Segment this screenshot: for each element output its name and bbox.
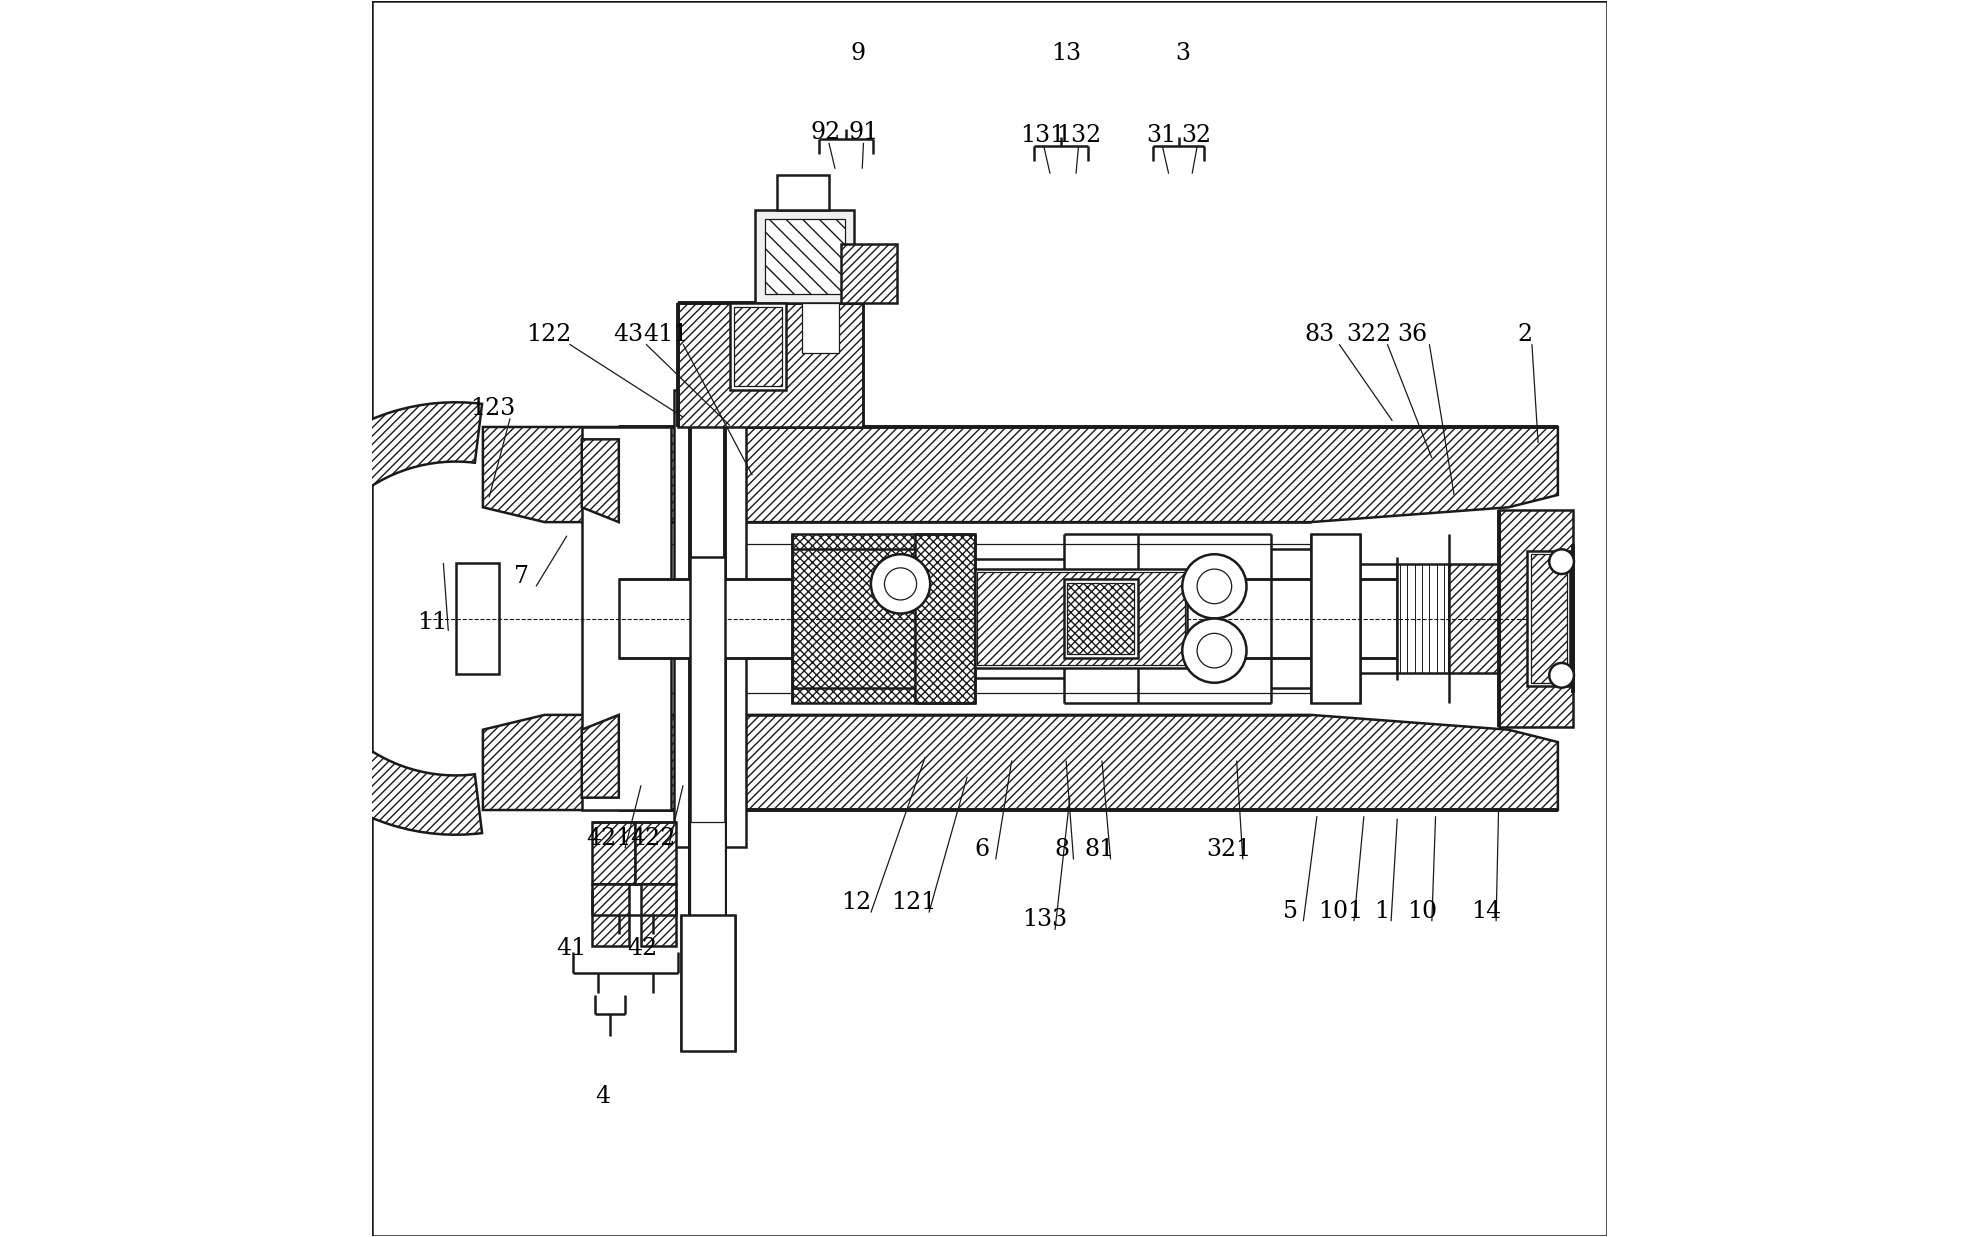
- Text: 7: 7: [515, 565, 528, 588]
- Bar: [730, 303, 786, 390]
- Text: 101: 101: [1318, 899, 1364, 923]
- Text: 42: 42: [627, 936, 657, 960]
- Bar: [1449, 564, 1498, 673]
- Bar: [976, 569, 1187, 668]
- Bar: [641, 884, 675, 946]
- Bar: [455, 563, 499, 674]
- Text: 81: 81: [1084, 837, 1114, 861]
- Text: 32: 32: [1181, 124, 1211, 147]
- Bar: [1528, 550, 1569, 687]
- Bar: [734, 307, 782, 386]
- Text: 41: 41: [556, 936, 588, 960]
- Text: 10: 10: [1407, 899, 1437, 923]
- Bar: [801, 303, 839, 353]
- Text: 13: 13: [1051, 42, 1081, 66]
- Text: 4: 4: [596, 1085, 610, 1108]
- Text: 322: 322: [1346, 323, 1391, 346]
- Bar: [841, 244, 896, 303]
- Bar: [592, 884, 629, 946]
- Bar: [691, 557, 724, 1045]
- Text: 411: 411: [643, 323, 689, 346]
- Text: 8: 8: [1055, 837, 1071, 861]
- Bar: [681, 915, 734, 1051]
- Text: 91: 91: [849, 121, 879, 145]
- Text: 6: 6: [974, 837, 990, 861]
- Bar: [1530, 554, 1567, 683]
- Text: 14: 14: [1470, 899, 1502, 923]
- Bar: [1063, 579, 1138, 658]
- Polygon shape: [483, 427, 619, 522]
- Polygon shape: [582, 715, 619, 798]
- Text: 31: 31: [1146, 124, 1176, 147]
- Polygon shape: [619, 715, 1557, 810]
- Text: 5: 5: [1284, 899, 1298, 923]
- Polygon shape: [619, 427, 1557, 522]
- Circle shape: [1181, 554, 1247, 618]
- Text: 92: 92: [809, 121, 841, 145]
- Text: 122: 122: [526, 323, 572, 346]
- Text: 123: 123: [471, 397, 515, 419]
- Text: 9: 9: [851, 42, 867, 66]
- Bar: [1310, 534, 1360, 703]
- Bar: [978, 571, 1185, 666]
- Bar: [582, 427, 671, 810]
- Text: 422: 422: [631, 828, 677, 850]
- Text: 1: 1: [1373, 899, 1389, 923]
- Text: 3: 3: [1176, 42, 1189, 66]
- Text: 421: 421: [586, 828, 631, 850]
- Polygon shape: [483, 715, 619, 810]
- Bar: [778, 174, 829, 209]
- Text: 121: 121: [891, 891, 936, 914]
- Bar: [691, 823, 724, 1051]
- Bar: [1067, 583, 1134, 654]
- Circle shape: [1550, 549, 1573, 574]
- Bar: [592, 823, 635, 884]
- Polygon shape: [582, 439, 619, 522]
- Bar: [754, 209, 853, 303]
- Bar: [1397, 564, 1449, 673]
- Text: 133: 133: [1023, 908, 1067, 931]
- Text: 131: 131: [1019, 124, 1065, 147]
- Text: 83: 83: [1304, 323, 1334, 346]
- Text: 43: 43: [613, 323, 643, 346]
- Bar: [675, 390, 746, 847]
- Bar: [792, 534, 976, 703]
- Circle shape: [1197, 633, 1231, 668]
- Circle shape: [1550, 663, 1573, 688]
- Bar: [619, 579, 1508, 658]
- Text: 2: 2: [1518, 323, 1532, 346]
- Wedge shape: [239, 402, 483, 835]
- Circle shape: [1181, 618, 1247, 683]
- Bar: [764, 219, 845, 293]
- Text: 36: 36: [1397, 323, 1427, 346]
- Text: 11: 11: [418, 611, 447, 633]
- Circle shape: [885, 568, 916, 600]
- Bar: [679, 303, 863, 427]
- Bar: [1498, 510, 1573, 727]
- Bar: [635, 823, 675, 884]
- Text: 12: 12: [841, 891, 871, 914]
- Circle shape: [1197, 569, 1231, 604]
- Text: 321: 321: [1207, 837, 1253, 861]
- Text: 132: 132: [1057, 124, 1100, 147]
- Circle shape: [871, 554, 930, 614]
